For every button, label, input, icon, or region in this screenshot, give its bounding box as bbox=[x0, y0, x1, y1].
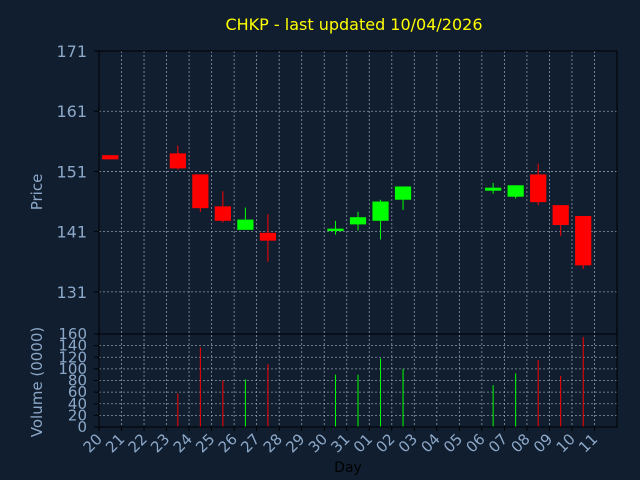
candle-body bbox=[575, 215, 592, 266]
price-tick-label: 141 bbox=[56, 223, 87, 242]
price-tick-label: 161 bbox=[56, 102, 87, 121]
candle-body bbox=[485, 187, 502, 191]
volume-tick-label: 100 bbox=[58, 360, 87, 378]
candle-body bbox=[530, 174, 547, 203]
tick-labels: 1711611511411311601401201008060402002021… bbox=[56, 42, 601, 456]
volume-axis-label: Volume (0000) bbox=[28, 327, 46, 437]
candle-body bbox=[394, 186, 412, 200]
candle-body bbox=[327, 228, 344, 232]
volume-tick-label: 120 bbox=[58, 348, 87, 366]
x-axis-label: Day bbox=[334, 460, 362, 476]
volume-tick-label: 80 bbox=[68, 372, 87, 390]
x-tick-label: 11 bbox=[575, 430, 601, 456]
price-tick-label: 131 bbox=[56, 283, 87, 302]
candle-body bbox=[372, 201, 389, 221]
chart-title: CHKP - last updated 10/04/2026 bbox=[225, 15, 482, 34]
candle-body bbox=[102, 155, 119, 160]
grid-lines bbox=[99, 50, 617, 428]
volume-tick-label: 0 bbox=[77, 418, 87, 436]
price-axis-label: Price bbox=[28, 174, 46, 211]
volume-tick-label: 140 bbox=[58, 337, 87, 355]
candle-body bbox=[169, 153, 186, 169]
candle-body bbox=[237, 219, 254, 230]
candle-body bbox=[507, 185, 524, 197]
candle-body bbox=[259, 232, 277, 241]
volume-bars bbox=[177, 336, 584, 427]
volume-panel-frame bbox=[98, 333, 618, 428]
volume-tick-label: 40 bbox=[68, 395, 87, 413]
candle-body bbox=[552, 205, 569, 226]
volume-tick-label: 60 bbox=[68, 383, 87, 401]
price-tick-label: 151 bbox=[56, 162, 87, 181]
price-tick-label: 171 bbox=[56, 42, 87, 61]
candle-body bbox=[192, 174, 209, 209]
axes bbox=[94, 50, 618, 431]
candlesticks bbox=[102, 145, 592, 269]
volume-tick-label: 20 bbox=[68, 406, 87, 424]
candle-body bbox=[349, 217, 367, 225]
volume-tick-label: 160 bbox=[58, 325, 87, 343]
candle-body bbox=[214, 206, 231, 221]
